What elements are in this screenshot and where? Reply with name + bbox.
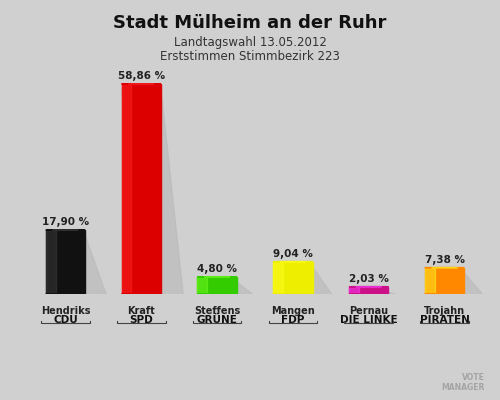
Text: PIRATEN: PIRATEN [420, 315, 470, 325]
Text: 7,38 %: 7,38 % [424, 254, 465, 264]
Bar [425, 268, 464, 294]
Text: 4,80 %: 4,80 % [197, 264, 237, 274]
Text: GRÜNE: GRÜNE [196, 315, 237, 325]
Text: Pernau: Pernau [349, 306, 389, 316]
Text: Kraft: Kraft [128, 306, 155, 316]
Text: VOTE
MANAGER: VOTE MANAGER [442, 373, 485, 392]
Text: Mangen: Mangen [271, 306, 315, 316]
Text: Landtagswahl 13.05.2012: Landtagswahl 13.05.2012 [174, 36, 326, 49]
Text: Steffens: Steffens [194, 306, 240, 316]
Bar [46, 230, 85, 294]
Polygon shape [425, 273, 487, 299]
Text: 58,86 %: 58,86 % [118, 71, 165, 81]
Text: DIE LINKE: DIE LINKE [340, 315, 398, 325]
Text: FDP: FDP [281, 315, 304, 325]
Polygon shape [349, 292, 411, 299]
Text: Erststimmen Stimmbezirk 223: Erststimmen Stimmbezirk 223 [160, 50, 340, 63]
Bar [349, 287, 389, 294]
Bar [425, 268, 434, 294]
Bar [273, 262, 283, 294]
Bar [273, 262, 312, 294]
Text: Hendriks: Hendriks [40, 306, 90, 316]
Polygon shape [273, 267, 336, 299]
Bar [122, 84, 132, 294]
Text: SPD: SPD [130, 315, 153, 325]
Bar [122, 84, 161, 294]
Bar [198, 277, 237, 294]
Text: 17,90 %: 17,90 % [42, 217, 89, 227]
Text: 2,03 %: 2,03 % [349, 274, 389, 284]
Bar [198, 277, 207, 294]
Text: Trojahn: Trojahn [424, 306, 465, 316]
Ellipse shape [349, 286, 389, 287]
Polygon shape [198, 282, 260, 299]
Polygon shape [122, 89, 184, 299]
Text: Stadt Mülheim an der Ruhr: Stadt Mülheim an der Ruhr [114, 14, 386, 32]
Bar [349, 287, 359, 294]
Text: CDU: CDU [53, 315, 78, 325]
Bar [46, 230, 56, 294]
Polygon shape [46, 236, 108, 299]
Text: 9,04 %: 9,04 % [273, 249, 313, 259]
